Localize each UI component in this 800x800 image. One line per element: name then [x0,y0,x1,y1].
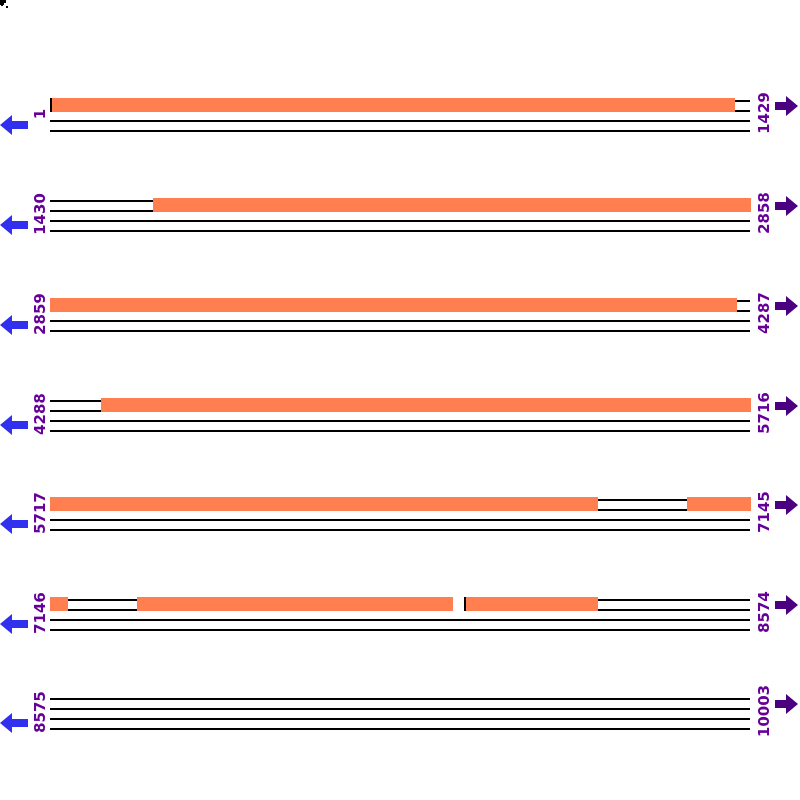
alignment-segment [50,497,598,511]
row-end-coordinate: 7145 [755,491,773,533]
gap-mask [453,597,464,611]
row-start-coordinate: 1 [31,108,49,120]
ruler-line [50,330,750,332]
ruler-line [50,728,750,730]
row-start-coordinate: 4288 [31,393,49,435]
left-strand-arrow-icon [0,315,28,335]
segment-boundary-tick [464,597,466,611]
row-start-coordinate: 1430 [31,193,49,235]
right-strand-arrow-icon [775,196,798,216]
right-strand-arrow-icon [775,694,798,714]
row-end-coordinate: 4287 [755,292,773,334]
alignment-segment [50,298,737,312]
right-strand-arrow-icon [775,96,798,116]
alignment-segment [153,198,751,212]
left-strand-arrow-icon [0,115,28,135]
ruler-line [50,698,750,700]
row-end-coordinate: 8574 [755,591,773,633]
ruler-line [50,619,750,621]
left-strand-arrow-icon [0,215,28,235]
alignment-segment [50,597,68,611]
ruler-line [50,420,750,422]
ruler-line [50,519,750,521]
right-strand-arrow-icon [775,396,798,416]
row-start-coordinate: 8575 [31,691,49,733]
ruler-line [50,629,750,631]
ruler-line [50,130,750,132]
ruler-line [50,430,750,432]
segment-boundary-tick [50,98,52,112]
row-start-coordinate: 7146 [31,592,49,634]
left-strand-arrow-icon [0,713,28,733]
left-strand-arrow-icon [0,514,28,534]
alignment-segment [687,497,751,511]
right-strand-arrow-icon [775,296,798,316]
ruler-line [50,529,750,531]
ruler-line [50,220,750,222]
ruler-line [50,320,750,322]
row-end-coordinate: 5716 [755,392,773,434]
row-end-coordinate: 2858 [755,192,773,234]
row-end-coordinate: 1429 [755,92,773,134]
row-end-coordinate: 10003 [755,684,773,738]
right-strand-arrow-icon [775,595,798,615]
alignment-segment [101,398,751,412]
alignment-segment [137,597,453,611]
ruler-line [50,718,750,720]
row-start-coordinate: 5717 [31,492,49,534]
ruler-line [50,230,750,232]
row-start-coordinate: 2859 [31,293,49,335]
ruler-line [50,120,750,122]
corner-artifact [0,0,8,8]
left-strand-arrow-icon [0,614,28,634]
left-strand-arrow-icon [0,415,28,435]
alignment-segment [464,597,598,611]
right-strand-arrow-icon [775,495,798,515]
alignment-segment [50,98,735,112]
ruler-line [50,708,750,710]
